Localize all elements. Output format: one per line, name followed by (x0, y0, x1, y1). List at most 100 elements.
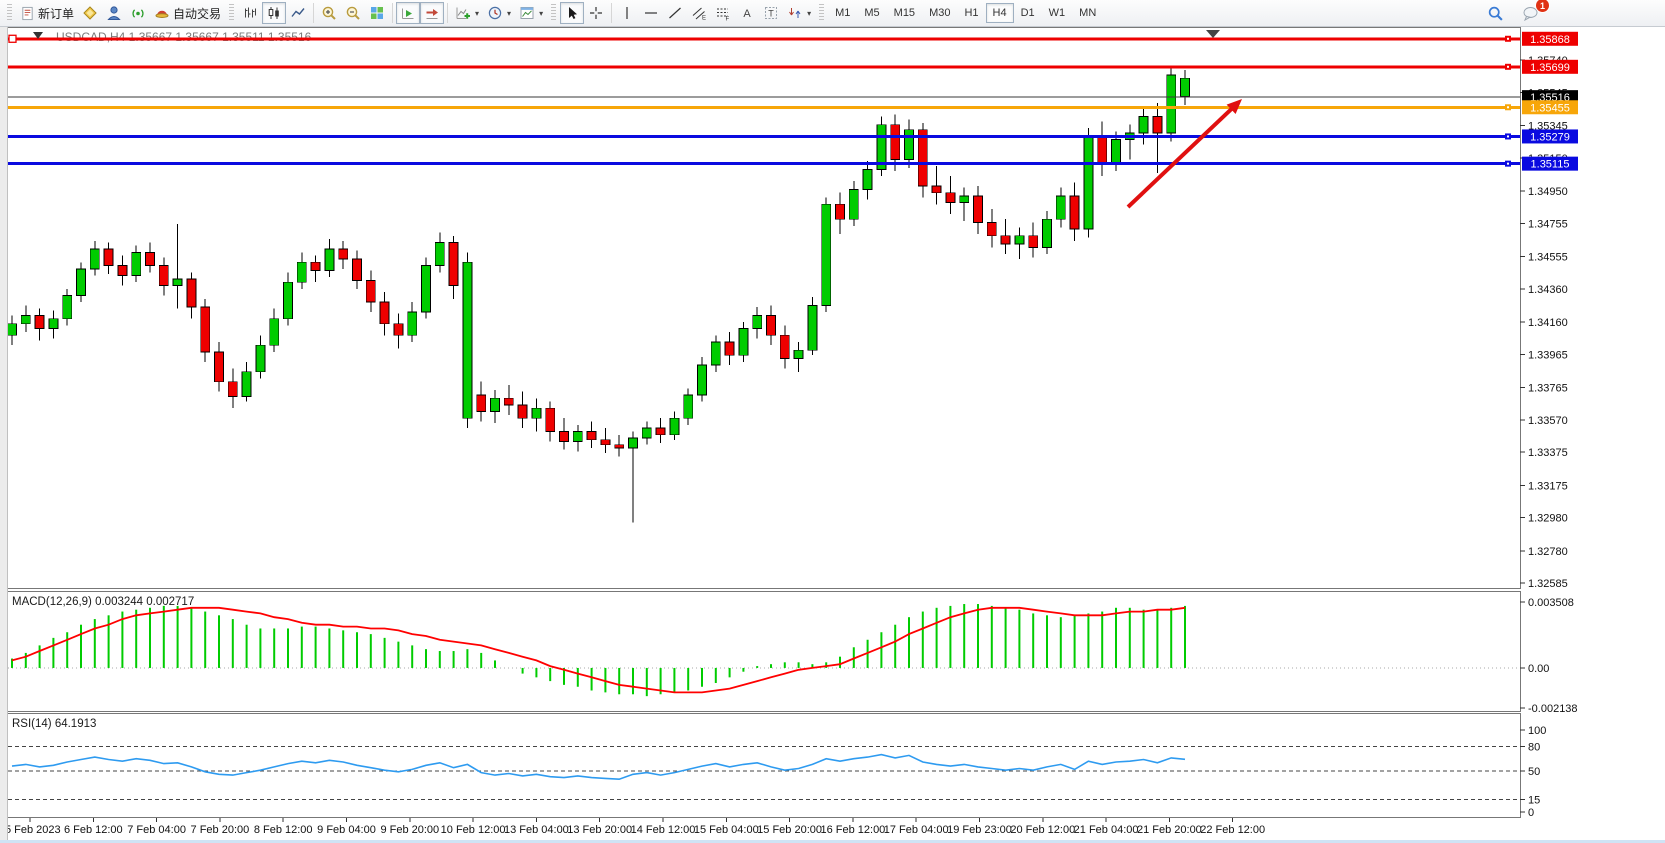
candle (255, 335, 266, 379)
candle (172, 224, 183, 309)
candle (62, 288, 73, 326)
text-label-button[interactable]: T (759, 2, 783, 24)
chat-button[interactable]: 1 (1518, 0, 1550, 24)
auto-scroll-button[interactable] (396, 2, 421, 24)
candle (269, 308, 280, 352)
price-tag-label: 1.35699 (1530, 62, 1570, 74)
candle (1138, 106, 1149, 145)
timeframe-button-m1[interactable]: M1 (835, 7, 851, 19)
dropdown-caret-icon: ▾ (507, 8, 512, 18)
macd-indicator-label: MACD(12,26,9) 0.003244 0.002717 (12, 596, 194, 608)
cursor-button[interactable] (560, 2, 585, 24)
candle (1180, 69, 1190, 105)
candle (1014, 227, 1025, 259)
timeframe-button-h1[interactable]: H1 (964, 7, 979, 19)
market-depth-button[interactable] (78, 2, 102, 24)
y-axis-label: 1.32585 (1528, 578, 1568, 590)
candle (545, 401, 556, 442)
candle (931, 166, 942, 205)
svg-text:F: F (726, 17, 730, 22)
x-axis-label: 19 Feb 23:00 (947, 824, 1012, 836)
x-axis-label: 9 Feb 04:00 (317, 824, 376, 836)
toolbar-right-tools: 1 (1483, 0, 1550, 24)
rsi-indicator-label: RSI(14) 64.1913 (12, 718, 96, 730)
chart-shift-button[interactable] (420, 2, 445, 24)
y-axis-label: 1.34160 (1528, 317, 1568, 329)
rsi-axis-label: 50 (1528, 766, 1540, 778)
arrows-icon (787, 5, 803, 21)
signals-button[interactable] (126, 2, 150, 24)
text-button[interactable]: A (735, 2, 759, 24)
periods-button[interactable]: ▾ (483, 2, 515, 24)
arrows-button[interactable]: ▾ (783, 2, 815, 24)
trendline-button[interactable] (663, 2, 687, 24)
line-chart-button[interactable] (286, 2, 310, 24)
trend-arrow[interactable] (1126, 103, 1237, 209)
main-chart-panel (7, 27, 1521, 589)
text-icon: A (739, 5, 755, 21)
rsi-axis-label: 15 (1528, 795, 1540, 807)
templates-button[interactable]: ▾ (515, 2, 547, 24)
fibonacci-button[interactable]: F (711, 2, 735, 24)
trend-arrow-head[interactable] (1226, 99, 1242, 114)
candle (683, 388, 694, 425)
candle (1000, 219, 1011, 255)
timeframe-button-h4[interactable]: H4 (985, 3, 1014, 23)
indicators-button[interactable]: ▾ (451, 2, 483, 24)
zoom-out-button[interactable] (341, 2, 365, 24)
horizontal-line-button[interactable] (639, 2, 663, 24)
new-order-button[interactable]: 新订单 (16, 2, 78, 24)
macd-signal-line (11, 606, 1186, 694)
bar-chart-button[interactable] (238, 2, 262, 24)
chart-shift-marker[interactable] (1206, 30, 1220, 38)
autotrade-button[interactable]: 自动交易 (150, 2, 225, 24)
candle (904, 119, 914, 168)
candle (531, 398, 542, 432)
templates-icon (519, 5, 535, 21)
timeframe-button-m30[interactable]: M30 (929, 7, 951, 19)
candle (835, 192, 845, 235)
timeframe-button-d1[interactable]: D1 (1020, 7, 1035, 19)
candle (296, 252, 307, 289)
candle (752, 307, 763, 339)
candlestick-chart-button[interactable] (262, 2, 287, 24)
timeframe-button-w1[interactable]: W1 (1048, 7, 1066, 19)
channel-button[interactable]: E (687, 2, 711, 24)
rsi-axis-label: 0 (1528, 807, 1534, 819)
timeframe-button-m15[interactable]: M15 (893, 7, 916, 19)
accounts-button[interactable] (102, 2, 126, 24)
y-axis-label: 1.32780 (1528, 546, 1568, 558)
hline-handle-dot (1507, 65, 1509, 68)
x-axis-label: 7 Feb 04:00 (127, 824, 186, 836)
search-button[interactable] (1483, 2, 1508, 24)
candle (103, 242, 114, 274)
new-order-label: 新订单 (38, 6, 75, 21)
crosshair-button[interactable] (584, 2, 608, 24)
symbol-dropdown-marker (33, 32, 43, 39)
candle (655, 418, 666, 444)
zoom-in-button[interactable] (317, 2, 341, 24)
candle (766, 305, 776, 346)
price-tag-label: 1.35455 (1530, 102, 1570, 114)
tile-windows-button[interactable] (365, 2, 389, 24)
dropdown-caret-icon: ▾ (539, 8, 544, 18)
candle (89, 240, 100, 276)
candle (462, 252, 473, 429)
indicators-add-icon (455, 5, 471, 21)
x-axis-label: 13 Feb 04:00 (504, 824, 569, 836)
candle (1028, 222, 1039, 258)
main-toolbar: 新订单 自动交易 (0, 0, 1665, 27)
candle (600, 428, 611, 454)
hline-handle-dot (1507, 135, 1509, 138)
timeframe-button-mn[interactable]: MN (1079, 7, 1097, 19)
vertical-line-button[interactable] (615, 2, 639, 24)
candle (310, 255, 321, 283)
x-axis-label: 13 Feb 20:00 (567, 824, 632, 836)
candle (945, 176, 956, 215)
x-axis-label: 6 Feb 12:00 (64, 824, 123, 836)
timeframe-button-m5[interactable]: M5 (864, 7, 880, 19)
candle (48, 310, 59, 339)
zoom-out-icon (345, 5, 361, 21)
hline-anchor[interactable] (8, 34, 17, 43)
